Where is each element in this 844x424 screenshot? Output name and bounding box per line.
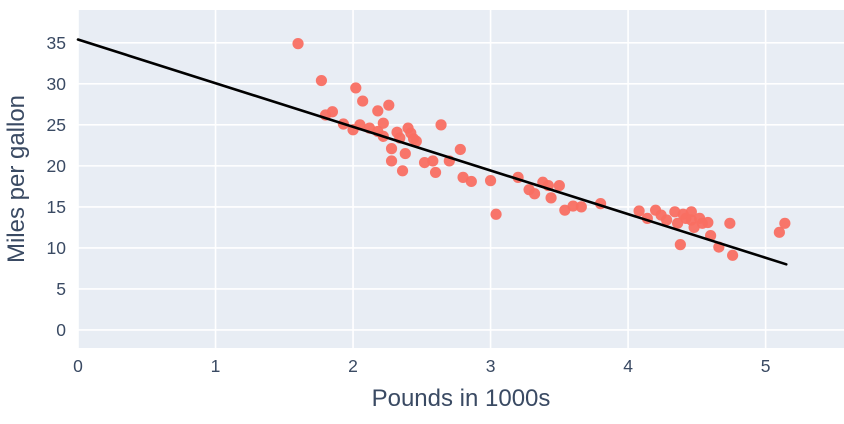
scatter-point bbox=[385, 155, 398, 167]
scatter-point bbox=[292, 38, 304, 50]
scatter-point bbox=[528, 188, 541, 200]
y-axis-label: Miles per gallon bbox=[3, 95, 30, 263]
scatter-point bbox=[773, 226, 785, 238]
scatter-point bbox=[326, 106, 339, 118]
y-tick-label: 30 bbox=[47, 74, 67, 94]
scatter-point bbox=[724, 217, 736, 229]
scatter-point bbox=[454, 143, 466, 156]
scatter-point bbox=[410, 135, 422, 147]
scatter-point bbox=[399, 147, 411, 160]
y-tick-label: 25 bbox=[47, 115, 66, 135]
x-axis-label: Pounds in 1000s bbox=[372, 385, 551, 412]
scatter-point bbox=[553, 179, 565, 192]
scatter-point bbox=[545, 192, 557, 204]
scatter-point bbox=[383, 99, 395, 111]
y-tick-label: 5 bbox=[56, 279, 66, 299]
y-tick-label: 0 bbox=[56, 320, 66, 340]
scatter-point bbox=[484, 175, 497, 187]
x-tick-label: 0 bbox=[73, 356, 83, 376]
scatter-point bbox=[633, 205, 645, 217]
scatter-point bbox=[357, 95, 369, 107]
x-tick-label: 2 bbox=[348, 356, 358, 376]
scatter-point bbox=[688, 221, 700, 234]
scatter-point bbox=[435, 119, 447, 131]
y-tick-label: 15 bbox=[47, 197, 66, 217]
scatter-point bbox=[377, 117, 389, 129]
scatter-point bbox=[396, 165, 409, 177]
scatter-point bbox=[315, 74, 328, 87]
scatter-point bbox=[427, 155, 439, 167]
scatter-point bbox=[559, 204, 571, 216]
scatter-point bbox=[567, 200, 579, 212]
scatter-point bbox=[372, 105, 384, 117]
y-tick-label: 35 bbox=[47, 33, 66, 53]
y-tick-label: 20 bbox=[47, 156, 67, 176]
x-tick-label: 3 bbox=[486, 356, 496, 376]
scatter-point bbox=[779, 217, 791, 229]
scatter-point bbox=[465, 175, 477, 188]
scatter-point bbox=[350, 82, 362, 94]
scatter-point bbox=[575, 201, 587, 213]
x-tick-label: 4 bbox=[623, 356, 633, 376]
scatter-point bbox=[490, 208, 502, 220]
scatter-point bbox=[671, 217, 684, 229]
regression-line bbox=[76, 38, 788, 266]
scatter-point bbox=[685, 206, 697, 218]
scatter-point bbox=[385, 143, 398, 155]
scatter-point bbox=[674, 239, 686, 251]
scatter-point bbox=[457, 171, 469, 183]
x-tick-label: 5 bbox=[761, 356, 771, 376]
scatter-point bbox=[727, 249, 739, 261]
scatter-point bbox=[702, 216, 714, 229]
x-tick-label: 1 bbox=[211, 356, 221, 376]
scatter-point bbox=[429, 166, 442, 179]
y-tick-label: 10 bbox=[47, 238, 67, 258]
scatter-point bbox=[660, 214, 673, 226]
